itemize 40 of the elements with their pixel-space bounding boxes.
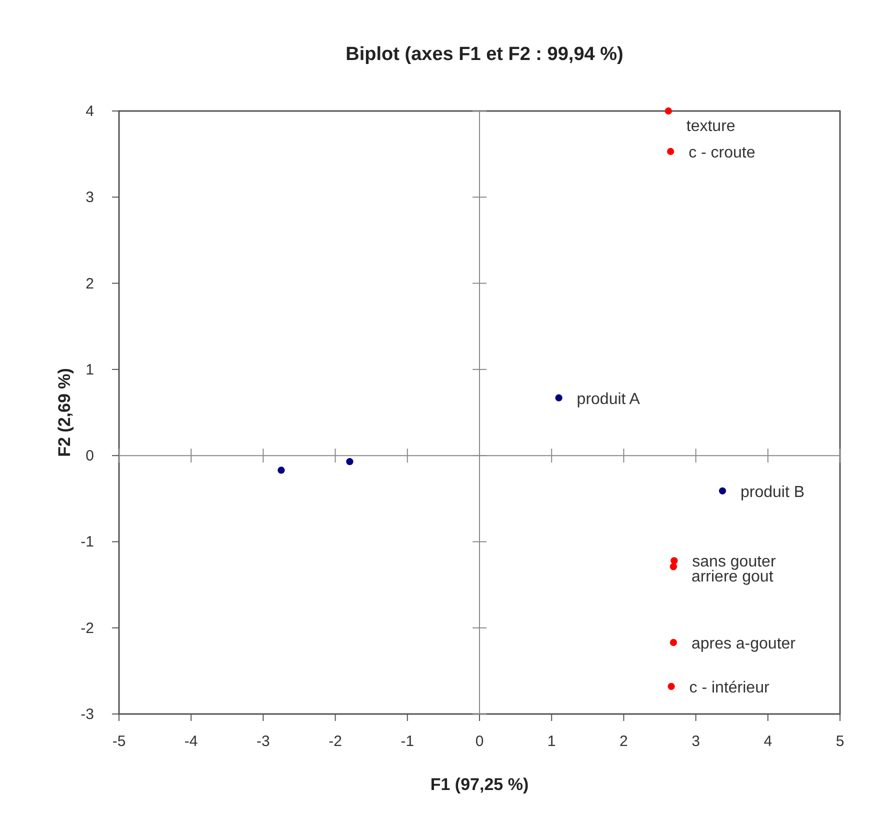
x-tick-label: 4 (764, 733, 772, 750)
annotation: produit B (740, 484, 805, 501)
x-tick-label: 5 (836, 733, 844, 750)
point (346, 458, 354, 466)
point (278, 466, 285, 474)
x-tick-label: -4 (184, 733, 198, 750)
point (670, 557, 678, 564)
x-axis-title: F1 (97,25 %) (430, 775, 529, 794)
point (670, 563, 678, 570)
x-tick-label: -1 (400, 733, 414, 750)
x-tick-label: 2 (620, 733, 628, 750)
y-tick-label: -1 (80, 534, 94, 551)
x-tick-label: 1 (547, 733, 556, 750)
y-tick-label: 2 (86, 275, 94, 292)
annotation: c - intérieur (689, 679, 770, 696)
point (668, 682, 675, 690)
y-axis-title: F2 (2,69 %) (55, 368, 74, 457)
annotation: arriere gout (691, 568, 774, 586)
y-tick-label: 0 (86, 448, 94, 465)
y-tick-label: 3 (86, 189, 94, 206)
x-tick-label: -2 (328, 733, 342, 750)
x-tick-label: 3 (692, 733, 700, 750)
point (555, 394, 562, 402)
annotation: apres a-gouter (691, 636, 796, 652)
annotation: texture (686, 118, 736, 135)
x-tick-label: 0 (475, 733, 484, 750)
annotation: sans gouter (692, 554, 776, 571)
annotation: c - croute (688, 144, 756, 162)
point (666, 148, 674, 156)
point (670, 638, 678, 646)
point (718, 487, 726, 494)
annotation: produit A (576, 390, 640, 408)
y-tick-label: 1 (86, 361, 94, 378)
chart-title: Biplot (axes F1 et F2 : 99,94 %) (346, 44, 624, 65)
x-tick-label: -3 (256, 733, 270, 750)
y-tick-label: 4 (86, 103, 94, 120)
y-tick-label: -3 (80, 706, 94, 723)
x-tick-label: -5 (112, 733, 126, 750)
point (664, 107, 672, 115)
y-tick-label: -2 (80, 620, 94, 637)
